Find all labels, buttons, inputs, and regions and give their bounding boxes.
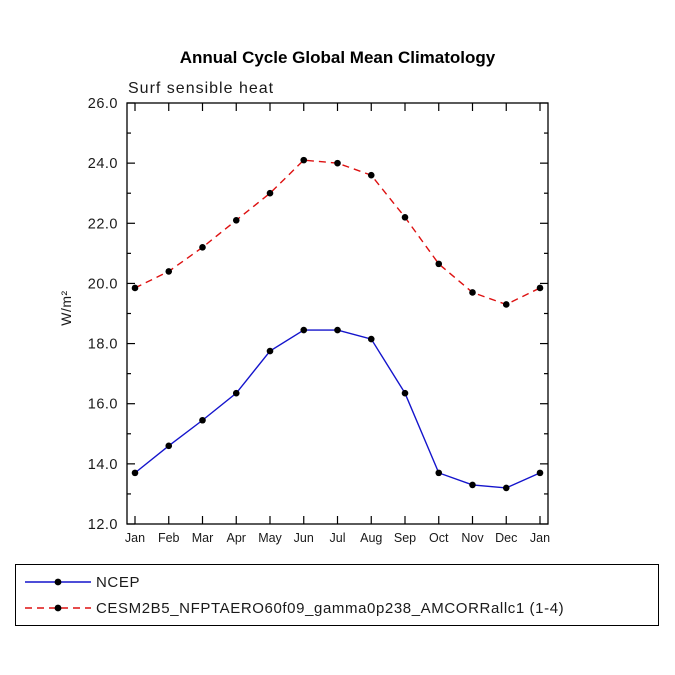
data-point [300, 326, 308, 334]
x-tick-label: May [258, 531, 282, 545]
data-point [232, 216, 240, 224]
x-tick-label: Jun [294, 531, 314, 545]
series-line-0 [134, 329, 541, 489]
y-tick-label: 18.0 [88, 337, 118, 353]
x-tick-label: Sep [394, 531, 416, 545]
x-tick-label: Jan [530, 531, 550, 545]
data-point [334, 159, 341, 167]
data-point [469, 481, 476, 489]
x-tick-label: Dec [495, 531, 517, 545]
x-tick-label: Oct [429, 531, 449, 545]
y-tick-label: 12.0 [88, 517, 118, 533]
y-tick-label: 24.0 [88, 156, 118, 172]
data-point [469, 289, 476, 296]
data-point [435, 469, 443, 477]
x-tick-label: Jan [125, 531, 145, 545]
data-point [300, 156, 308, 164]
data-point [266, 189, 274, 197]
data-point [401, 389, 409, 397]
y-tick-label: 22.0 [88, 216, 118, 232]
y-tick-label: 20.0 [88, 276, 118, 292]
y-tick-label: 26.0 [88, 96, 118, 112]
x-tick-label: Nov [461, 531, 484, 545]
chart-title: Annual Cycle Global Mean Climatology [179, 48, 496, 67]
x-tick-label: Aug [360, 531, 382, 545]
data-point [502, 301, 510, 308]
data-point [367, 171, 375, 179]
data-point [232, 389, 240, 397]
data-point [502, 484, 510, 492]
data-point [165, 268, 173, 275]
data-point [401, 213, 409, 221]
data-point [536, 284, 544, 292]
y-tick-label: 16.0 [88, 397, 118, 413]
x-tick-label: Jul [330, 531, 346, 545]
data-point [536, 469, 544, 477]
data-point [334, 326, 341, 334]
y-tick-label: 14.0 [88, 457, 118, 473]
legend-line-sample-cesm [25, 604, 91, 612]
data-point [435, 260, 443, 268]
legend-line-sample-ncep [25, 578, 91, 586]
legend-label-ncep: NCEP [96, 573, 141, 591]
series-line-1 [134, 159, 541, 306]
data-point [367, 335, 375, 343]
x-tick-label: Apr [227, 531, 246, 545]
data-point [199, 244, 206, 251]
legend-item-ncep: NCEP [22, 569, 652, 595]
x-tick-label: Mar [192, 531, 214, 545]
data-point [199, 416, 206, 424]
data-point [266, 347, 274, 355]
data-point [165, 442, 173, 450]
legend: NCEP CESM2B5_NFPTAERO60f09_gamma0p238_AM… [15, 564, 659, 626]
x-tick-label: Feb [158, 531, 180, 545]
chart-subtitle: Surf sensible heat [128, 80, 275, 97]
legend-label-cesm: CESM2B5_NFPTAERO60f09_gamma0p238_AMCORRa… [96, 599, 565, 617]
data-point [131, 469, 139, 477]
legend-item-cesm: CESM2B5_NFPTAERO60f09_gamma0p238_AMCORRa… [22, 595, 652, 621]
data-point [131, 284, 139, 292]
